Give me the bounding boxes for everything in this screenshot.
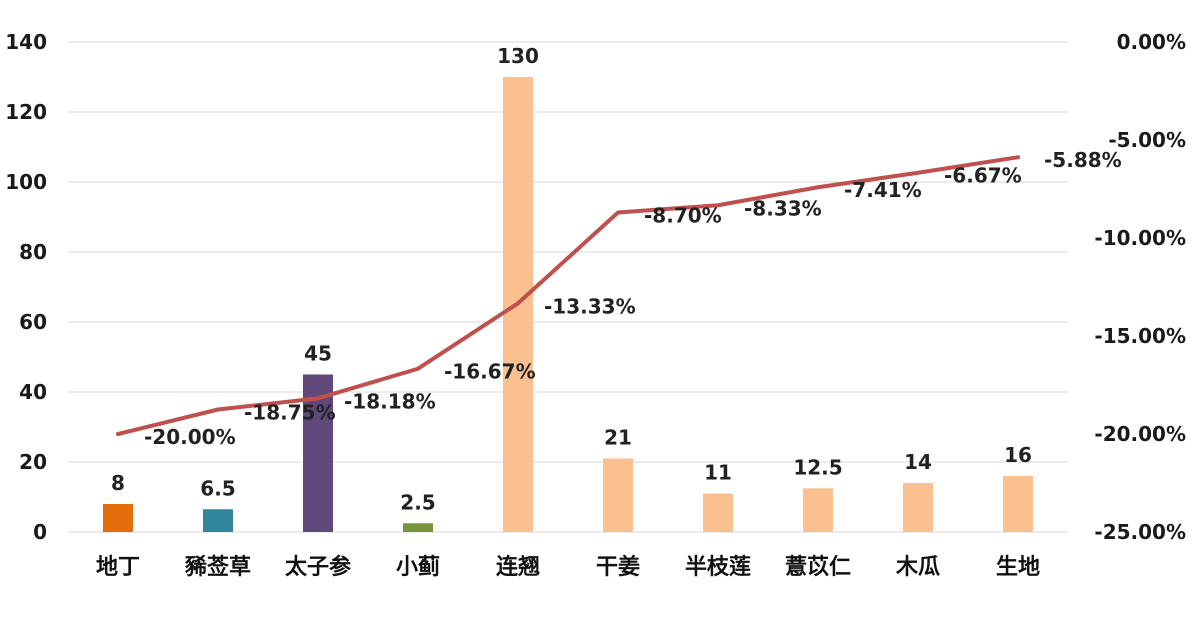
line-point [916, 171, 920, 175]
line-value-label: -16.67% [444, 360, 536, 384]
line-value-label: -7.41% [844, 178, 922, 202]
bar [203, 509, 233, 532]
line-point [716, 203, 720, 207]
line-value-label: -13.33% [544, 294, 636, 318]
bar [403, 523, 433, 532]
line-value-label: -8.70% [644, 204, 722, 228]
gridlines [68, 41, 1068, 533]
right-tick-label: -10.00% [1094, 226, 1186, 250]
line-point [616, 211, 620, 215]
line-value-label: -5.88% [1044, 148, 1122, 172]
right-tick-label: -25.00% [1094, 520, 1186, 544]
left-tick-label: 140 [5, 30, 47, 54]
bar [803, 488, 833, 532]
line-point [516, 301, 520, 305]
bar-series: 8 6.5 45 2.5 130 21 11 12.5 14 16 [103, 44, 1033, 532]
line-point [216, 408, 220, 411]
category-label: 生地 [996, 555, 1040, 580]
left-tick-label: 100 [5, 170, 47, 194]
line-series: -20.00% -18.75% -18.18% -16.67% -13.33% -8.70… [116, 148, 1122, 449]
left-tick-label: 60 [19, 310, 47, 334]
bar-value-label: 2.5 [400, 490, 435, 514]
bar [703, 493, 733, 532]
category-label: 连翘 [496, 554, 540, 580]
left-tick-label: 20 [19, 450, 47, 474]
x-axis: 地丁 豨莶草 太子参 小蓟 连翘 干姜 半枝莲 薏苡仁 木瓜 生地 [96, 554, 1040, 580]
category-label: 半枝莲 [685, 555, 751, 580]
right-tick-label: -5.00% [1108, 128, 1186, 152]
left-tick-label: 80 [19, 240, 47, 264]
line-point [1016, 155, 1020, 159]
left-tick-label: 120 [5, 100, 47, 124]
line-point [816, 185, 820, 189]
line-point [116, 432, 120, 436]
line-value-label: -8.33% [744, 196, 822, 220]
left-tick-label: 0 [33, 520, 47, 544]
bar [1003, 476, 1033, 532]
bar-value-label: 6.5 [200, 476, 235, 500]
bar-value-label: 21 [604, 426, 632, 450]
bar [903, 483, 933, 532]
line-point [416, 367, 420, 371]
category-label: 豨莶草 [184, 554, 251, 580]
category-label: 木瓜 [895, 555, 940, 580]
right-tick-label: 0.00% [1117, 30, 1186, 54]
right-tick-label: -20.00% [1094, 422, 1186, 446]
bar-value-label: 14 [904, 450, 932, 474]
bar-value-label: 45 [304, 342, 332, 366]
right-tick-label: -15.00% [1094, 324, 1186, 348]
bar [603, 458, 633, 532]
bar-value-label: 12.5 [793, 455, 842, 479]
bar [103, 504, 133, 532]
category-label: 薏苡仁 [785, 554, 851, 580]
bar-value-label: 11 [704, 461, 732, 485]
line-point [316, 396, 320, 400]
category-label: 太子参 [285, 554, 351, 580]
right-y-axis: -25.00% -20.00% -15.00% -10.00% -5.00% 0.00% [1094, 30, 1186, 544]
left-tick-label: 40 [19, 380, 47, 404]
line-value-label: -18.75% [244, 401, 336, 425]
line-value-label: -18.18% [344, 389, 436, 413]
category-label: 干姜 [596, 554, 640, 580]
left-y-axis: 0 20 40 60 80 100 120 140 [5, 30, 47, 544]
bar-value-label: 16 [1004, 443, 1032, 467]
line-value-label: -6.67% [944, 164, 1022, 188]
line-path [116, 155, 1020, 436]
category-label: 小蓟 [396, 555, 440, 580]
line-value-label: -20.00% [144, 425, 236, 449]
category-label: 地丁 [96, 555, 140, 580]
bar-value-label: 8 [111, 471, 125, 495]
bar-value-label: 130 [497, 44, 539, 68]
